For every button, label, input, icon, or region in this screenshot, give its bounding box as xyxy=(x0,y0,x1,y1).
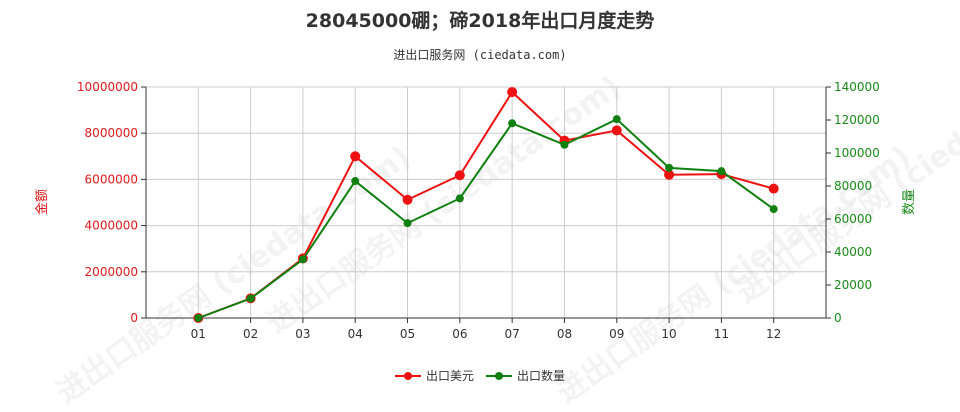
x-tick-label: 09 xyxy=(609,327,624,341)
x-tick-label: 04 xyxy=(348,327,363,341)
series-2-point xyxy=(351,177,360,186)
y-left-tick-label: 10000000 xyxy=(77,80,138,94)
series-line-2 xyxy=(197,117,775,319)
x-tick-label: 12 xyxy=(766,327,781,341)
y-right-tick-label: 120000 xyxy=(834,113,880,127)
legend-label: 出口数量 xyxy=(517,368,565,383)
x-tick-label: 11 xyxy=(714,327,729,341)
legend-label: 出口美元 xyxy=(426,369,474,383)
y-right-tick-label: 0 xyxy=(834,311,842,325)
x-tick-label: 07 xyxy=(505,327,520,341)
y-left-tick-label: 6000000 xyxy=(85,172,138,186)
y-left-tick-label: 8000000 xyxy=(85,126,138,140)
series-2-point xyxy=(246,294,255,303)
x-tick-label: 03 xyxy=(295,327,310,341)
series-1-point xyxy=(454,170,465,181)
series-2-point xyxy=(717,167,726,176)
y-left-tick-label: 4000000 xyxy=(85,219,138,233)
series-1-point xyxy=(507,87,518,98)
y-right-tick-label: 40000 xyxy=(834,245,872,259)
series-2-point xyxy=(508,119,517,128)
y-right-tick-label: 140000 xyxy=(834,80,880,94)
x-tick-label: 02 xyxy=(243,327,258,341)
series-2-point xyxy=(298,255,307,264)
series-lines xyxy=(193,87,779,323)
x-tick-label: 06 xyxy=(452,327,467,341)
legend-swatch-marker xyxy=(404,372,412,380)
y-right-tick-label: 20000 xyxy=(834,278,872,292)
chart-subtitle: 进出口服务网 (ciedata.com) xyxy=(393,48,567,62)
series-2-point xyxy=(560,140,569,149)
x-tick-label: 01 xyxy=(191,327,206,341)
series-1-point xyxy=(402,194,413,205)
series-2-point xyxy=(769,205,778,214)
axes: 0 2000000 4000000 6000000 8000000 10000000 金额 0… xyxy=(34,80,917,341)
x-tick-label: 10 xyxy=(661,327,676,341)
y-right-tick-label: 60000 xyxy=(834,212,872,226)
series-2-point xyxy=(455,194,464,203)
x-tick-label: 05 xyxy=(400,327,415,341)
legend-swatch-marker xyxy=(495,372,503,380)
series-2-point xyxy=(612,115,621,124)
series-2-point xyxy=(665,163,674,172)
series-1-point xyxy=(350,151,361,162)
series-line-1 xyxy=(197,90,774,319)
y-axis-left-label: 金额 xyxy=(34,189,50,215)
y-right-tick-label: 80000 xyxy=(834,179,872,193)
line-chart: 0 2000000 4000000 6000000 8000000 10000000 金额 0… xyxy=(34,80,917,383)
chart-title: 28045000硼；碲2018年出口月度走势 xyxy=(305,10,655,32)
x-tick-label: 08 xyxy=(557,327,572,341)
series-2-point xyxy=(194,314,203,322)
legend: 出口美元 出口数量 xyxy=(395,368,565,383)
series-2-point xyxy=(403,219,412,228)
series-1-point xyxy=(768,183,779,194)
series-1-point xyxy=(611,125,622,136)
y-left-tick-label: 0 xyxy=(130,311,138,325)
grid-lines xyxy=(146,86,826,319)
y-left-tick-label: 2000000 xyxy=(85,265,138,279)
series-1-point xyxy=(664,169,675,180)
y-right-tick-label: 100000 xyxy=(834,146,880,160)
y-axis-right-label: 数量 xyxy=(902,189,917,215)
